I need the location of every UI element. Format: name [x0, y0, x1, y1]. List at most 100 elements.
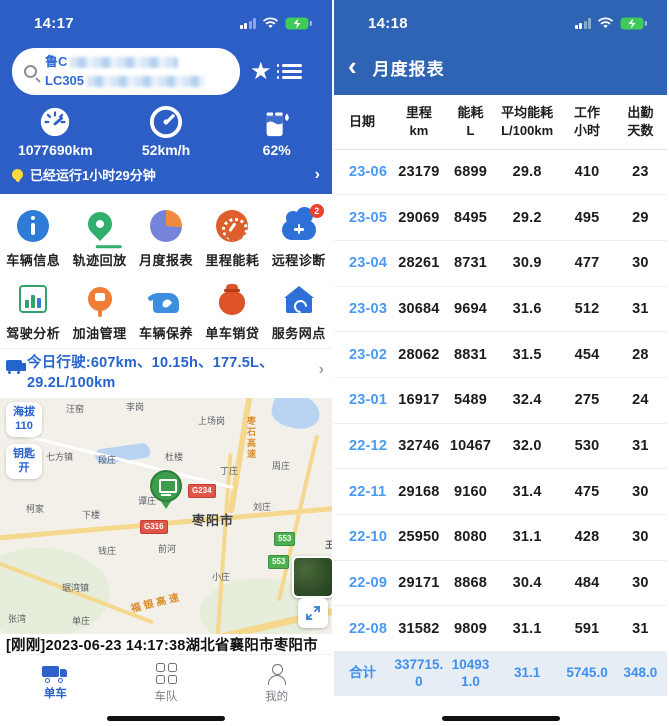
- date-link[interactable]: 23-03: [334, 286, 391, 333]
- tab-profile[interactable]: 我的: [221, 655, 332, 712]
- grid-item-mileage-energy[interactable]: 里程能耗: [199, 202, 265, 269]
- ignition-key-badge[interactable]: 钥匙 开: [6, 444, 42, 479]
- cell: 28: [613, 331, 667, 378]
- home-indicator[interactable]: [441, 716, 560, 721]
- date-link[interactable]: 23-06: [334, 149, 391, 196]
- grid-item-driving-analysis[interactable]: 驾驶分析: [0, 275, 66, 342]
- date-link[interactable]: 23-02: [334, 331, 391, 378]
- cell: 32.0: [493, 423, 561, 470]
- cell: 30: [613, 240, 667, 287]
- table-total-row: 合计 337715.0 104931.0 31.1 5745.0 348.0: [334, 651, 667, 696]
- road-badge-553: 553: [268, 555, 290, 569]
- table-row[interactable]: 22-08 31582 9809 31.1 591 31: [334, 605, 667, 653]
- table-row[interactable]: 22-11 29168 9160 31.4 475 30: [334, 468, 667, 515]
- cell: 32.4: [493, 377, 561, 424]
- clock: 14:18: [368, 14, 408, 32]
- cell: 428: [560, 514, 614, 561]
- vehicle-list-icon[interactable]: [276, 64, 302, 79]
- map-label: 琚湾镇: [62, 583, 90, 594]
- cell: 29168: [390, 468, 448, 515]
- grid-item-remote-diagnosis[interactable]: 2 远程诊断: [266, 202, 332, 269]
- map-label: 丁庄: [220, 466, 239, 477]
- col-mileage: 里程 km: [390, 95, 448, 150]
- date-link[interactable]: 23-01: [334, 377, 391, 424]
- date-link[interactable]: 22-10: [334, 514, 391, 561]
- gauge-icon: [214, 208, 250, 244]
- fuel-stat: 62%: [221, 105, 332, 158]
- grid-label: 车辆保养: [138, 326, 193, 341]
- cell: 5489: [447, 377, 494, 424]
- notification-badge: 2: [309, 204, 324, 218]
- table-row[interactable]: 23-02 28062 8831 31.5 454 28: [334, 331, 667, 378]
- table-row[interactable]: 22-09 29171 8868 30.4 484 30: [334, 560, 667, 607]
- grid-item-vehicle-loan[interactable]: 单车销贷: [199, 275, 265, 342]
- grid-label: 远程诊断: [271, 253, 326, 268]
- grid-item-monthly-report[interactable]: 月度报表: [133, 202, 199, 269]
- cell: 16917: [390, 377, 448, 424]
- table-row[interactable]: 23-05 29069 8495 29.2 495 29: [334, 194, 667, 241]
- fullscreen-expand-button[interactable]: [298, 598, 328, 629]
- cell: 454: [560, 331, 614, 378]
- date-link[interactable]: 23-04: [334, 240, 391, 287]
- cell: 9809: [447, 605, 494, 653]
- date-link[interactable]: 22-08: [334, 605, 391, 653]
- map-view[interactable]: 汪窑 李岗 上场岗 七方镇 段庄 杜楼 丁庄 周庄 柯家 下楼 谭庄 刘庄 钱庄…: [0, 398, 332, 635]
- grid-label: 加油管理: [72, 326, 127, 341]
- satellite-layer-thumbnail[interactable]: [292, 556, 332, 599]
- truck-pin-icon: [150, 470, 182, 503]
- vehicle-location-pin[interactable]: [150, 470, 182, 510]
- date-link[interactable]: 22-11: [334, 468, 391, 515]
- cell: 25950: [390, 514, 448, 561]
- total-label: 合计: [334, 651, 391, 696]
- table-header: 日期 里程 km 能耗 L 平均能耗 L/100km 工作 小时 出勤 天数: [334, 95, 667, 150]
- total-attendance: 348.0: [613, 651, 667, 696]
- map-label: 前河: [158, 544, 177, 555]
- signal-icon: [239, 17, 256, 29]
- grid-item-vehicle-maintenance[interactable]: 车辆保养: [133, 275, 199, 342]
- map-label: 张湾: [8, 614, 27, 625]
- total-avg-energy: 31.1: [493, 651, 561, 696]
- table-row[interactable]: 23-04 28261 8731 30.9 477 30: [334, 240, 667, 287]
- tab-fleet[interactable]: 车队: [111, 655, 222, 712]
- col-work-hours: 工作 小时: [560, 95, 614, 150]
- cell: 8831: [447, 331, 494, 378]
- table-row[interactable]: 22-10 25950 8080 31.1 428 30: [334, 514, 667, 561]
- grid-label: 车辆信息: [6, 253, 61, 268]
- oil-can-icon: [148, 281, 184, 317]
- cell: 29069: [390, 194, 448, 241]
- altitude-value: 110: [15, 420, 33, 433]
- cell: 23: [613, 149, 667, 196]
- grid-label: 轨迹回放: [72, 253, 127, 268]
- date-link[interactable]: 22-12: [334, 423, 391, 470]
- altitude-badge[interactable]: 海拔 110: [6, 402, 42, 437]
- cell: 495: [560, 194, 614, 241]
- runtime-text: 已经运行1小时29分钟: [30, 168, 156, 183]
- tab-single-vehicle[interactable]: 单车: [0, 655, 111, 712]
- cell: 477: [560, 240, 614, 287]
- favorite-star-icon[interactable]: [250, 60, 272, 84]
- grid-label: 月度报表: [138, 253, 193, 268]
- grid-item-service-network[interactable]: 服务网点: [266, 275, 332, 342]
- table-row[interactable]: 23-06 23179 6899 29.8 410 23: [334, 149, 667, 196]
- fuel-level-icon: [266, 112, 289, 137]
- cell: 30: [613, 514, 667, 561]
- table-row[interactable]: 23-03 30684 9694 31.6 512 31: [334, 286, 667, 333]
- today-driving-bar[interactable]: 今日行驶:607km、10.15h、177.5L、29.2L/100km: [0, 348, 332, 399]
- table-row[interactable]: 23-01 16917 5489 32.4 275 24: [334, 377, 667, 424]
- date-link[interactable]: 23-05: [334, 194, 391, 241]
- home-indicator[interactable]: [107, 716, 225, 721]
- grid-label: 单车销贷: [205, 326, 260, 341]
- back-button[interactable]: [348, 53, 357, 79]
- grid-item-vehicle-info[interactable]: 车辆信息: [0, 202, 66, 269]
- cell: 31: [613, 423, 667, 470]
- table-row[interactable]: 22-12 32746 10467 32.0 530 31: [334, 423, 667, 470]
- cell: 32746: [390, 423, 448, 470]
- map-label: 李岗: [126, 402, 145, 413]
- runtime-notice-bar[interactable]: 已经运行1小时29分钟: [0, 160, 332, 192]
- date-link[interactable]: 22-09: [334, 560, 391, 607]
- grid-item-track-replay[interactable]: 轨迹回放: [66, 202, 132, 269]
- map-label: 周庄: [272, 461, 291, 472]
- grid-item-refuel-management[interactable]: 加油管理: [66, 275, 132, 342]
- vehicle-search-input[interactable]: 鲁C LC305: [12, 48, 240, 95]
- battery-charging-icon: [285, 17, 312, 29]
